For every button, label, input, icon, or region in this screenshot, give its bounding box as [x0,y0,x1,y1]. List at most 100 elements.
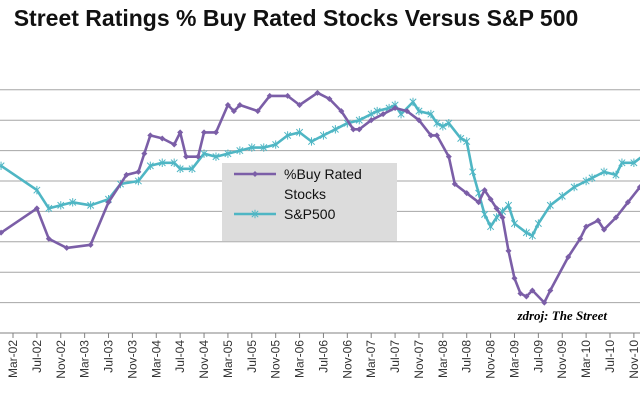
x-tick-label: Jul-06 [316,340,330,373]
data-point-sp500 [522,228,530,237]
data-point-sp500 [409,97,417,107]
data-point-sp500 [445,119,453,128]
data-point-buy-rated [547,287,554,294]
legend-box [222,163,397,241]
data-point-buy-rated [487,196,494,203]
data-point-sp500 [176,164,184,174]
data-point-buy-rated [141,150,148,157]
x-tick-label: Jul-07 [388,340,402,373]
data-point-buy-rated [63,244,70,251]
data-point-buy-rated [135,168,142,175]
data-point-sp500 [355,116,363,125]
data-point-buy-rated [236,102,243,108]
x-tick-label: Jul-03 [102,340,116,373]
data-point-sp500 [45,204,53,213]
x-tick-label: Nov-10 [627,340,640,379]
data-point-buy-rated [338,108,345,115]
x-tick-label: Mar-02 [6,340,20,378]
data-point-buy-rated [212,129,219,136]
data-point-sp500 [170,158,178,167]
data-point-sp500 [510,219,519,228]
legend-marker [251,209,259,219]
x-tick-label: Nov-05 [269,340,283,379]
data-point-buy-rated [0,229,5,236]
series-layer [0,89,640,306]
data-point-sp500 [284,131,292,140]
data-point-buy-rated [326,95,333,102]
data-point-buy-rated [529,287,536,294]
x-tick-label: Mar-05 [221,340,235,378]
data-point-buy-rated [147,132,154,139]
data-point-sp500 [248,143,256,152]
data-point-buy-rated [183,153,190,160]
data-point-sp500 [158,158,166,167]
data-point-sp500 [296,128,304,137]
source-note: zdroj: The Street [516,308,607,323]
data-point-buy-rated [517,290,524,297]
data-point-sp500 [397,109,405,119]
x-tick-label: Mar-08 [436,340,450,378]
data-point-sp500 [469,167,477,177]
data-point-buy-rated [350,126,357,133]
data-point-sp500 [457,134,465,143]
data-point-buy-rated [493,205,500,212]
legend-label: %Buy Rated Stocks [284,166,362,202]
data-point-buy-rated [415,117,422,124]
data-point-sp500 [427,109,435,119]
data-point-sp500 [463,137,471,146]
x-tick-label: Mar-07 [364,340,378,378]
x-tick-label: Mar-03 [78,340,92,378]
series-buy-rated [0,89,640,306]
data-point-sp500 [134,176,142,186]
legend-label: S&P500 [284,206,336,222]
x-tick-label: Jul-10 [603,340,617,373]
x-tick-label: Jul-05 [245,340,259,373]
data-point-buy-rated [523,293,530,300]
data-point-sp500 [481,210,489,219]
data-point-sp500 [612,170,620,180]
data-point-buy-rated [577,235,584,242]
data-point-buy-rated [45,235,52,242]
chart-title: Street Ratings % Buy Rated Stocks Versus… [14,5,579,31]
data-point-sp500 [534,219,542,228]
legend: %Buy Rated Stocks S&P500 [222,163,397,241]
data-point-buy-rated [595,217,602,224]
data-point-buy-rated [380,111,387,118]
data-point-sp500 [618,158,626,167]
data-point-buy-rated [392,105,399,112]
data-point-sp500 [600,167,608,177]
data-point-buy-rated [541,299,548,306]
data-point-sp500 [588,173,596,183]
x-tick-label: Mar-09 [507,340,521,378]
x-tick-label: Nov-08 [484,340,498,379]
data-point-buy-rated [254,108,261,115]
data-point-buy-rated [195,153,202,160]
data-point-buy-rated [296,102,303,108]
data-point-sp500 [236,146,244,155]
data-point-buy-rated [105,199,112,206]
x-tick-label: Mar-04 [149,340,163,378]
data-point-buy-rated [284,92,291,99]
data-point-buy-rated [123,171,130,178]
data-point-buy-rated [177,129,184,136]
legend-marker [252,171,258,177]
data-point-sp500 [528,231,536,240]
data-point-sp500 [272,140,280,149]
data-point-buy-rated [463,190,470,197]
data-point-buy-rated [224,102,231,108]
series-sp500 [0,97,640,240]
data-point-sp500 [439,122,447,131]
x-tick-label: Nov-07 [412,340,426,379]
data-point-sp500 [331,125,339,134]
data-point-buy-rated [159,135,166,142]
data-point-buy-rated [171,141,178,148]
x-tick-label: Nov-06 [340,340,354,379]
data-point-sp500 [504,201,513,210]
data-point-sp500 [33,185,41,195]
data-point-sp500 [0,161,5,170]
data-point-sp500 [415,106,423,116]
data-point-sp500 [57,201,65,210]
x-tick-label: Nov-09 [555,340,569,379]
data-point-buy-rated [314,89,321,96]
